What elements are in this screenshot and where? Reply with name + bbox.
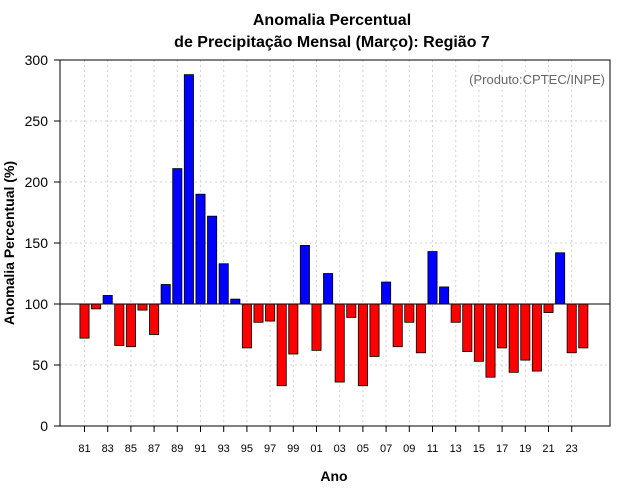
bar-12 xyxy=(439,286,450,305)
bar-01 xyxy=(311,303,322,351)
bars xyxy=(79,74,589,387)
x-tick-label: 19 xyxy=(519,443,531,455)
bar-83 xyxy=(102,295,113,305)
bar-84 xyxy=(114,303,125,346)
bar-89 xyxy=(172,168,183,305)
bar-10 xyxy=(415,303,426,354)
bar-18 xyxy=(508,303,519,373)
bar-96 xyxy=(253,303,264,323)
x-tick-label: 21 xyxy=(542,443,554,455)
x-tick-label: 99 xyxy=(287,443,299,455)
y-tick-label: 250 xyxy=(25,113,49,129)
x-tick-label: 23 xyxy=(566,443,578,455)
x-tick-label: 85 xyxy=(125,443,137,455)
x-tick-label: 13 xyxy=(450,443,462,455)
bar-06 xyxy=(369,303,380,357)
bar-98 xyxy=(276,303,287,387)
bar-24 xyxy=(578,303,589,349)
bar-85 xyxy=(125,303,136,348)
bar-94 xyxy=(230,298,241,305)
bar-93 xyxy=(218,263,229,305)
x-tick-label: 95 xyxy=(241,443,253,455)
x-tick-label: 97 xyxy=(264,443,276,455)
chart-title-line2: de Precipitação Mensal (Março): Região 7 xyxy=(174,34,490,51)
bar-21 xyxy=(543,303,554,313)
x-tick-label: 87 xyxy=(148,443,160,455)
chart-title-line1: Anomalia Percentual xyxy=(253,12,411,29)
x-tick-label: 15 xyxy=(473,443,485,455)
x-tick-label: 09 xyxy=(403,443,415,455)
bar-16 xyxy=(485,303,496,378)
bar-91 xyxy=(195,193,206,305)
y-tick-label: 100 xyxy=(25,296,49,312)
bar-02 xyxy=(323,273,334,305)
x-tick-label: 17 xyxy=(496,443,508,455)
y-tick-label: 0 xyxy=(40,418,48,434)
bar-11 xyxy=(427,251,438,305)
x-tick-label: 11 xyxy=(427,443,438,455)
bar-23 xyxy=(566,303,577,354)
bar-87 xyxy=(149,303,160,335)
bar-90 xyxy=(183,74,194,305)
x-tick-label: 81 xyxy=(78,443,90,455)
x-tick-label: 07 xyxy=(380,443,392,455)
bar-20 xyxy=(531,303,542,372)
bar-00 xyxy=(299,245,310,305)
bar-04 xyxy=(346,303,357,318)
y-tick-label: 50 xyxy=(32,357,48,373)
x-tick-label: 89 xyxy=(171,443,183,455)
bar-07 xyxy=(381,281,392,305)
bar-05 xyxy=(357,303,368,387)
bar-92 xyxy=(207,215,218,305)
bar-22 xyxy=(555,252,566,305)
x-tick-label: 83 xyxy=(102,443,114,455)
y-tick-label: 200 xyxy=(25,174,49,190)
x-tick-label: 03 xyxy=(334,443,346,455)
bar-17 xyxy=(497,303,508,349)
bar-81 xyxy=(79,303,90,339)
x-tick-label: 05 xyxy=(357,443,369,455)
y-axis-label: Anomalia Percentual (%) xyxy=(1,161,17,325)
y-tick-label: 150 xyxy=(25,235,49,251)
bar-82 xyxy=(91,303,102,310)
x-tick-label: 93 xyxy=(218,443,230,455)
bar-86 xyxy=(137,303,148,311)
bar-09 xyxy=(404,303,415,323)
bar-15 xyxy=(473,303,484,362)
bar-13 xyxy=(450,303,461,323)
bar-03 xyxy=(334,303,345,383)
bar-95 xyxy=(241,303,252,349)
x-tick-label: 01 xyxy=(310,443,322,455)
x-axis: 81 83 85 87 89 91 93 95 97 99 01 03 05 07 09 11 13 15 17 19… xyxy=(78,426,578,455)
credit-text: (Produto:CPTEC/INPE) xyxy=(469,72,605,87)
y-axis: 0 50 100 150 200 250 300 xyxy=(25,52,60,434)
x-axis-label: Ano xyxy=(320,468,347,484)
bar-19 xyxy=(520,303,531,361)
bar-88 xyxy=(160,284,171,305)
y-tick-label: 300 xyxy=(25,52,49,68)
bar-14 xyxy=(462,303,473,352)
x-tick-label: 91 xyxy=(194,443,206,455)
bar-08 xyxy=(392,303,403,348)
bar-99 xyxy=(288,303,299,355)
bar-97 xyxy=(265,303,276,322)
